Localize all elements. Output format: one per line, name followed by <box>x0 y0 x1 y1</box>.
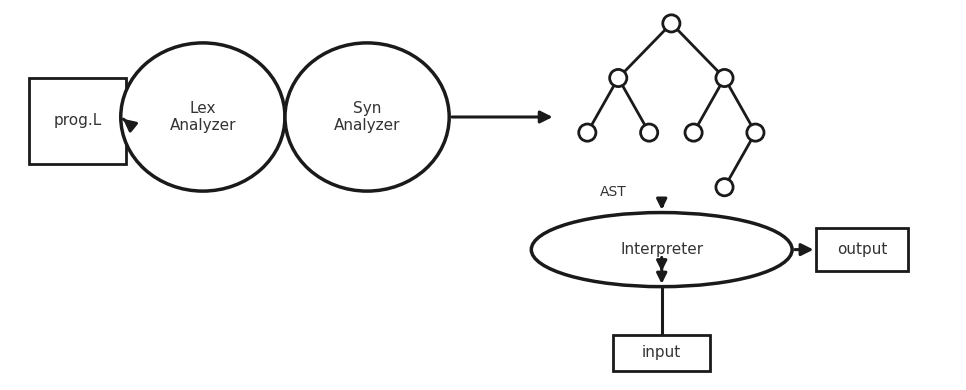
Text: Interpreter: Interpreter <box>620 242 703 257</box>
Ellipse shape <box>663 15 680 32</box>
Ellipse shape <box>685 124 702 141</box>
Text: Lex
Analyzer: Lex Analyzer <box>170 101 236 133</box>
Ellipse shape <box>640 124 658 141</box>
Text: Syn
Analyzer: Syn Analyzer <box>334 101 400 133</box>
FancyBboxPatch shape <box>613 335 710 370</box>
Ellipse shape <box>579 124 596 141</box>
Text: prog.L: prog.L <box>53 113 101 128</box>
Ellipse shape <box>747 124 764 141</box>
Ellipse shape <box>121 43 285 191</box>
Ellipse shape <box>610 69 627 87</box>
FancyBboxPatch shape <box>816 228 908 271</box>
Ellipse shape <box>716 69 733 87</box>
Ellipse shape <box>531 213 792 287</box>
Text: input: input <box>642 346 681 360</box>
Ellipse shape <box>285 43 449 191</box>
Text: output: output <box>837 242 888 257</box>
Ellipse shape <box>716 179 733 196</box>
Text: AST: AST <box>600 185 627 199</box>
FancyBboxPatch shape <box>29 78 126 164</box>
